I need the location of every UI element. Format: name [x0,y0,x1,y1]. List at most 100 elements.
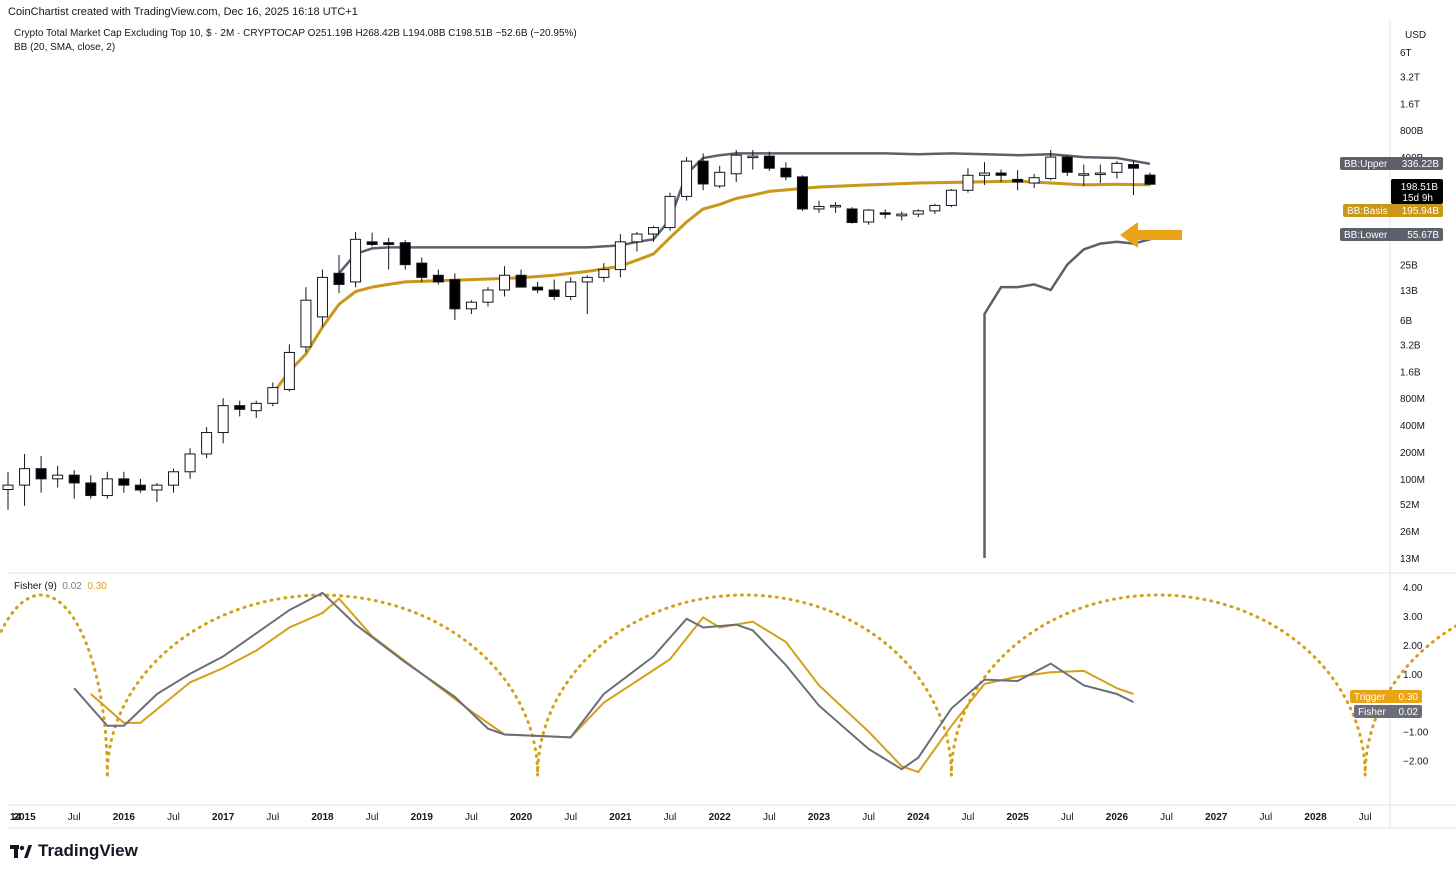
candle-up [250,402,262,412]
time-tick-label: Jul [1359,812,1372,823]
candle-up [151,484,163,491]
candle-down [383,242,395,246]
price-tick-label: 25B [1400,261,1418,272]
candle-up [830,204,842,208]
price-axis[interactable]: USD6T3.2T1.6T800B400B25B13B6B3.2B1.6B800… [1400,30,1426,565]
candle-down [118,478,130,486]
fisher-tag-label: Fisher [1358,707,1386,718]
candle-down [879,212,891,215]
candle-down [1144,174,1156,185]
candle-up [316,276,328,318]
candle-up [2,484,14,490]
time-tick-label: Jul [862,812,875,823]
attribution: CoinChartist created with TradingView.co… [8,6,358,18]
bb-upper-line [338,152,1151,275]
candle-down [697,160,709,185]
currency-label: USD [1405,30,1426,41]
tradingview-logo[interactable]: TradingView [10,841,138,861]
bb-basis-line [271,179,1151,395]
candle-up [664,195,676,229]
price-tick-label: 13M [1400,554,1419,565]
time-tick-label: 2017 [212,812,235,823]
price-tick-label: 1.6B [1400,367,1421,378]
candle-down [432,274,444,283]
trigger-tag-value: 0.30 [1399,692,1419,703]
candle-down [780,167,792,178]
candle-up [730,154,742,175]
candle-up [598,269,610,278]
price-tick-label: 800M [1400,394,1425,405]
bollinger-bands [271,152,1168,558]
time-tick-label: Jul [167,812,180,823]
candle-up [1078,173,1090,176]
candle-down [399,242,411,266]
candle-down [449,279,461,310]
candle-up [350,238,362,283]
time-tick-label: Jul [1259,812,1272,823]
candle-down [333,272,345,285]
price-tick-label: 1.6T [1400,99,1420,110]
fisher-line [73,591,1134,771]
candle-down [995,172,1007,176]
time-tick-label: 2025 [1006,812,1029,823]
candle-up [168,471,180,486]
time-tick-label: 2027 [1205,812,1228,823]
price-tick-label: 6B [1400,316,1413,327]
price-tick-label: 100M [1400,475,1425,486]
price-tick-label: 26M [1400,527,1419,538]
candle-up [647,227,659,235]
price-tick-label: 800B [1400,126,1424,137]
fisher-axis[interactable]: 4.00 3.00 2.00 1.00 −1.00 −2.00 [1403,583,1429,768]
fisher-tick-label: 4.00 [1403,583,1423,594]
candle-down [515,274,527,288]
price-tick-label: 200M [1400,448,1425,459]
fisher-tick-label: 3.00 [1403,612,1423,623]
candle-up [962,174,974,191]
candle-up [482,289,494,303]
time-tick-label: 2022 [709,812,732,823]
fisher-legend-name: Fisher (9) [14,581,57,592]
bb-lower-tag-bg [1340,228,1443,241]
candle-up [101,478,113,497]
fisher-tick-label: −1.00 [1403,728,1429,739]
time-tick-label: 2024 [907,812,930,823]
bb-lower-line [983,232,1168,558]
candle-down [548,289,560,297]
trigger-tag-label: Trigger [1354,692,1386,703]
candle-up [267,387,279,404]
bb-upper-tag: BB:Upper 336.22B [1340,157,1443,170]
candle-down [1061,156,1073,173]
fisher-tag: Fisher 0.02 [1354,705,1422,718]
arrow-shape [1120,222,1182,248]
tradingview-logo-text: TradingView [38,841,138,860]
bb-legend[interactable]: BB (20, SMA, close, 2) [14,42,116,53]
candle-up [945,189,957,206]
candle-up [863,209,875,223]
fisher-legend-value: 0.02 [62,581,82,592]
time-tick-label: Jul [366,812,379,823]
cycle-arc [536,593,953,777]
candle-down [763,155,775,169]
candle-down [796,176,808,210]
candle-up [184,453,196,473]
fisher-tag-bg [1354,705,1422,718]
time-tick-label: Jul [564,812,577,823]
cycle-arc [949,594,1367,777]
candle-up [52,474,64,480]
candle-up [217,405,229,434]
symbol-legend[interactable]: Crypto Total Market Cap Excluding Top 10… [14,28,577,39]
fisher-legend[interactable]: Fisher (9) 0.02 0.30 [14,581,107,592]
candle-up [714,171,726,187]
bb-lower-tag: BB:Lower 55.67B [1340,228,1443,241]
price-tick-label: 3.2B [1400,340,1421,351]
price-tick-label: 3.2T [1400,72,1420,83]
fisher-lines [73,591,1134,774]
candle-up [681,160,693,197]
time-tick-label: Jul [465,812,478,823]
trigger-tag: Trigger 0.30 [1350,690,1422,703]
candle-down [1012,178,1024,183]
time-tick-label: 2016 [113,812,136,823]
